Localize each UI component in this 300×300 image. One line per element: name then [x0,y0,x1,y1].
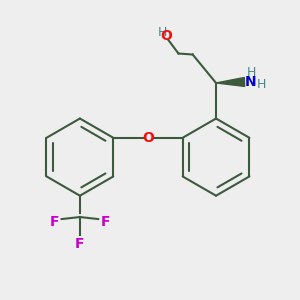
Text: N: N [245,75,256,89]
Text: H: H [247,66,256,79]
Text: O: O [142,131,154,145]
Text: H: H [158,26,167,39]
Text: F: F [75,237,85,251]
Polygon shape [216,77,244,86]
Text: O: O [160,29,172,43]
Text: H: H [257,78,266,91]
Text: F: F [50,215,59,229]
Text: F: F [100,215,110,229]
